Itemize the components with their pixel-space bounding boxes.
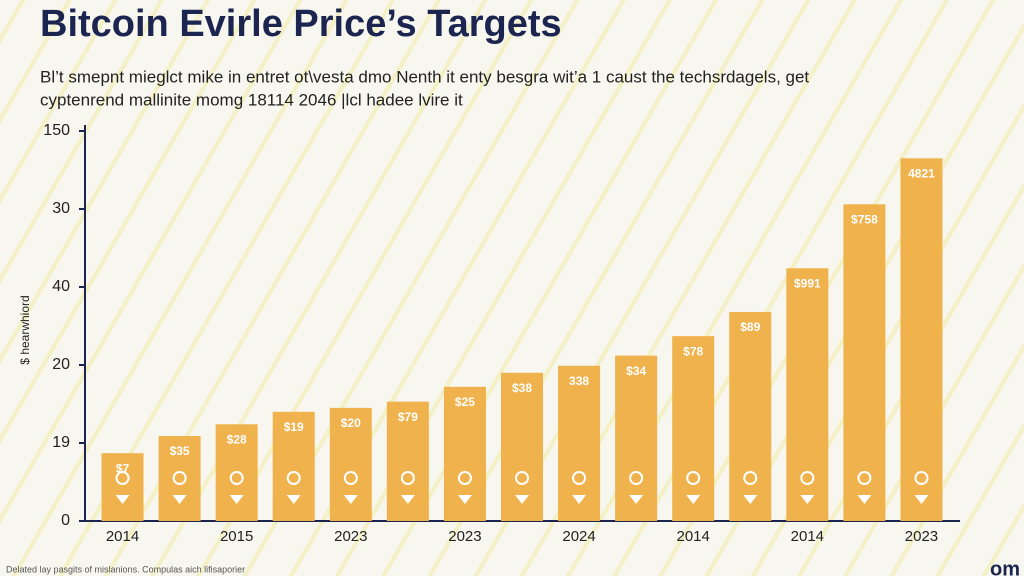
bar-icon xyxy=(515,471,529,485)
bar-label: $79 xyxy=(398,410,418,424)
bar-icon xyxy=(572,471,587,485)
bar-label: $35 xyxy=(170,444,190,458)
bar-label: $34 xyxy=(626,364,646,378)
bar-icon xyxy=(172,495,187,504)
logo: om xyxy=(990,558,1020,576)
bar-label: $19 xyxy=(284,420,304,434)
bar-icon xyxy=(857,495,872,504)
bar-label: $89 xyxy=(740,320,760,334)
footnote: Delated lay pasgits of mislanions. Compu… xyxy=(6,564,245,574)
bar xyxy=(843,204,886,521)
bar-icon xyxy=(115,471,130,485)
bar-icon xyxy=(629,471,644,485)
bar-label: $78 xyxy=(683,344,703,358)
bar-label: $991 xyxy=(794,276,821,290)
y-tick-label: 0 xyxy=(61,512,70,529)
x-tick-label: 2015 xyxy=(220,528,253,545)
bar-icon xyxy=(686,495,701,504)
bar-icon xyxy=(229,495,244,504)
bar xyxy=(672,336,715,521)
bar-icon xyxy=(800,495,815,504)
bar-icon xyxy=(686,471,701,485)
bar-label: $20 xyxy=(341,416,361,430)
bar-icon xyxy=(914,471,929,485)
bar-icon xyxy=(286,471,301,485)
bar-icon xyxy=(743,495,758,504)
subtitle: Bl’t smeрnt mieglct mike in entret ot\ve… xyxy=(40,67,809,86)
y-tick-label: 20 xyxy=(52,356,70,373)
bar xyxy=(101,453,144,521)
y-tick-label: 30 xyxy=(52,200,70,217)
bar-icon xyxy=(743,471,758,485)
bar-icon xyxy=(857,471,872,485)
bar-icon xyxy=(172,471,187,485)
bar-icon xyxy=(400,495,415,504)
bar-icon xyxy=(286,495,301,504)
y-tick-label: 150 xyxy=(43,122,70,139)
bar xyxy=(158,435,201,521)
bar-icon xyxy=(457,471,472,485)
bar-label: $28 xyxy=(227,432,247,446)
bar-icon xyxy=(115,495,130,504)
bar-icon xyxy=(343,471,358,485)
bar-icon xyxy=(229,471,244,485)
x-tick-label: 2014 xyxy=(106,528,139,545)
x-tick-label: 2014 xyxy=(791,528,824,545)
x-tick-label: 2023 xyxy=(905,528,938,545)
bar-icon xyxy=(515,495,529,504)
y-axis-label: $ hearwhiord xyxy=(18,295,32,364)
bar-icon xyxy=(400,471,415,485)
x-tick-label: 2023 xyxy=(334,528,367,545)
bar xyxy=(786,268,829,521)
bar-label: $758 xyxy=(851,212,878,226)
chart-title: Bitcoin Evirle Price’s Targets xyxy=(40,3,562,45)
bar-icon xyxy=(457,495,472,504)
x-tick-label: 2014 xyxy=(677,528,710,545)
bar-icon xyxy=(343,495,358,504)
y-tick-label: 19 xyxy=(52,434,70,451)
bar xyxy=(729,311,772,521)
y-tick-label: 40 xyxy=(52,278,70,295)
bar-label: $38 xyxy=(512,381,532,395)
x-tick-label: 2024 xyxy=(562,528,595,545)
bar-icon xyxy=(572,495,587,504)
bar-label: 338 xyxy=(569,374,589,388)
bar xyxy=(615,355,658,521)
bar-label: 4821 xyxy=(908,166,935,180)
x-tick-label: 2023 xyxy=(448,528,481,545)
bar-icon xyxy=(800,471,815,485)
bar xyxy=(900,158,943,522)
bar-label: $25 xyxy=(455,395,475,409)
subtitle: cyptenrend mallinite momg 18114 2046 |lc… xyxy=(40,90,463,109)
bar-icon xyxy=(629,495,644,504)
bar-icon xyxy=(914,495,929,504)
